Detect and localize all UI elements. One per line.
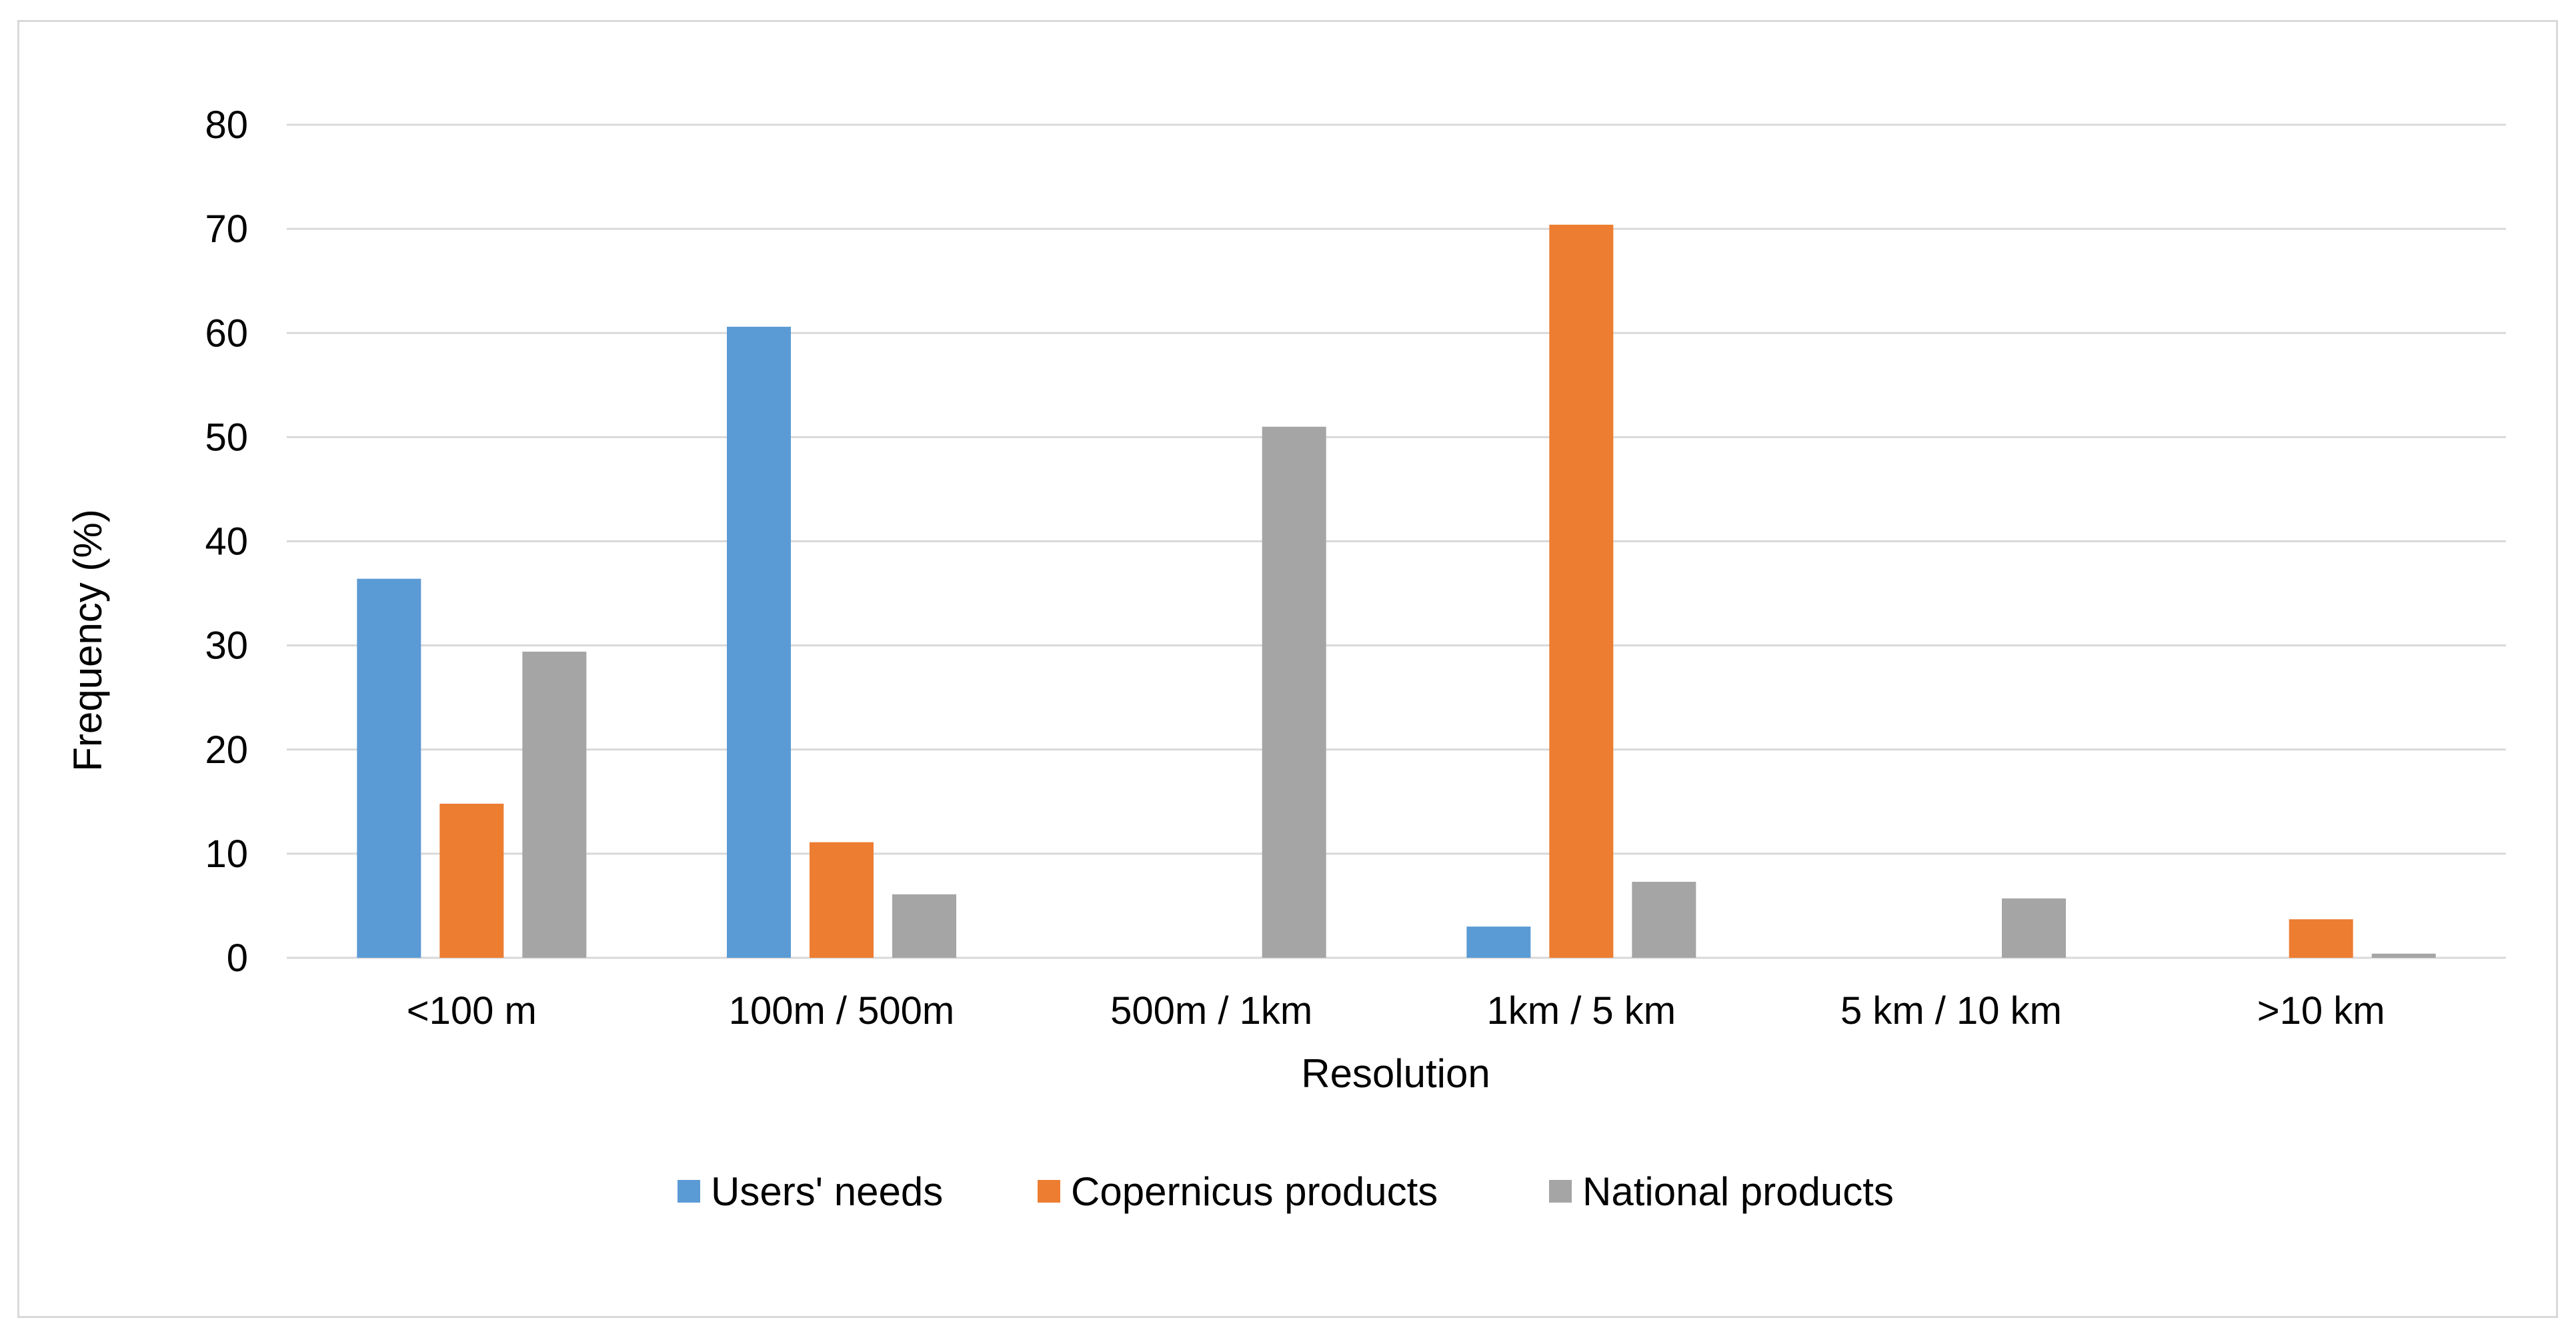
x-tick-label: 5 km / 10 km [1840,989,2062,1033]
bars [357,224,2436,958]
y-axis-ticks: 0 10 20 30 40 50 60 70 80 [205,103,248,980]
y-axis-title: Frequency (%) [65,509,110,771]
bar-national-products-1 [892,894,956,958]
y-tick-label: 30 [205,624,248,668]
legend-label: Users' needs [711,1169,943,1214]
y-tick-label: 80 [205,103,248,147]
bar-copernicus-products-3 [1549,224,1614,958]
x-tick-label: 1km / 5 km [1487,989,1676,1033]
y-tick-label: 40 [205,520,248,564]
legend-label: National products [1582,1169,1894,1214]
gridlines [287,123,2506,959]
x-axis-ticks: <100 m 100m / 500m 500m / 1km 1km / 5 km 5 k… [407,989,2385,1033]
bar-national-products-3 [1632,882,1696,958]
bar-copernicus-products-1 [810,842,874,958]
legend-swatch [678,1180,700,1203]
x-tick-label: <100 m [407,989,537,1033]
x-tick-label: 100m / 500m [729,989,955,1033]
y-tick-label: 20 [205,728,248,772]
bar-national-products-5 [2371,953,2436,958]
bar-users-needs-1 [727,326,791,958]
y-tick-label: 60 [205,311,248,355]
x-axis-title: Resolution [1301,1051,1490,1096]
legend-item: Copernicus products [1038,1169,1438,1214]
legend-swatch [1549,1180,1572,1203]
x-tick-label: 500m / 1km [1110,989,1312,1033]
legend-item: Users' needs [678,1169,943,1214]
x-tick-label: >10 km [2257,989,2385,1033]
legend-label: Copernicus products [1071,1169,1438,1214]
bar-users-needs-0 [357,578,421,958]
y-tick-label: 0 [227,936,248,980]
bar-copernicus-products-5 [2289,919,2353,958]
bar-national-products-0 [522,651,587,958]
bar-copernicus-products-0 [439,803,504,958]
legend-item: National products [1549,1169,1894,1214]
legend-swatch [1038,1180,1060,1203]
legend: Users' needs Copernicus products National … [678,1169,1894,1214]
bar-national-products-4 [2002,898,2066,958]
y-tick-label: 10 [205,832,248,876]
bar-national-products-2 [1262,426,1326,958]
y-tick-label: 50 [205,416,248,459]
bar-users-needs-3 [1466,926,1531,958]
y-tick-label: 70 [205,207,248,251]
